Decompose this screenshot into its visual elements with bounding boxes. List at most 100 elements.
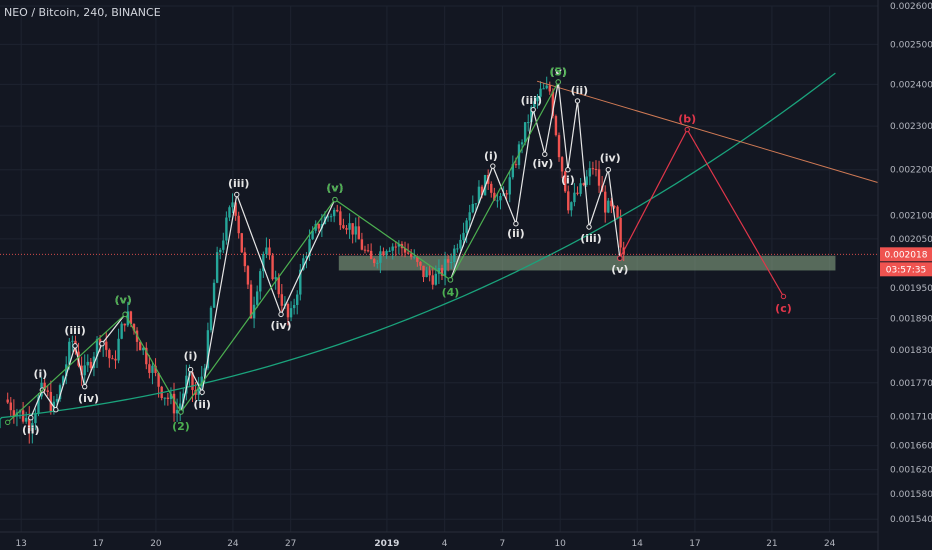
price-tick-label: 0.002300 [890, 122, 932, 132]
wave-label: (b) [678, 112, 696, 125]
price-axis[interactable]: 0.002600 0.002500 0.002400 0.002300 0.002200… [877, 0, 932, 550]
candle [209, 305, 213, 333]
support-zone [338, 255, 836, 271]
wave-label: (4) [442, 286, 460, 299]
overlay-lines [0, 72, 888, 429]
wave-point [122, 311, 128, 318]
wave-point [542, 151, 548, 157]
candle [570, 201, 573, 217]
wave-point [53, 407, 59, 413]
candle [237, 211, 240, 239]
candle [271, 253, 274, 281]
candle [225, 211, 228, 245]
wave-label: (ii) [507, 227, 525, 240]
candle [548, 81, 551, 95]
wave-point [72, 343, 78, 349]
candle [289, 301, 293, 322]
time-tick-label: 2019 [374, 539, 399, 549]
wave-label: (v) [115, 294, 132, 307]
candle [477, 180, 481, 204]
candle [536, 94, 539, 109]
candle [114, 350, 117, 369]
candle [12, 399, 16, 424]
candle [354, 217, 357, 243]
candle [459, 234, 462, 251]
candle [520, 139, 524, 154]
wave-point [178, 409, 184, 415]
candle [142, 346, 145, 356]
wave-label: (ii) [22, 423, 40, 436]
candle [185, 364, 188, 401]
wave-label: (v) [115, 294, 132, 307]
candle [120, 321, 123, 340]
time-tick-label: 10 [554, 539, 566, 549]
price-tick-label: 0.001950 [890, 284, 932, 294]
price-tick-label: 0.002500 [890, 40, 932, 50]
candle [243, 247, 247, 273]
candle [178, 391, 182, 422]
candle [24, 411, 28, 424]
svg-text:03:57:35: 03:57:35 [886, 265, 926, 275]
candle [249, 280, 253, 319]
candle [65, 356, 68, 385]
candle [376, 260, 379, 269]
candle [388, 247, 391, 253]
candle [228, 205, 231, 222]
wave-label: (v) [611, 263, 628, 276]
wave-point [278, 311, 284, 318]
candle [597, 160, 601, 193]
candle [554, 114, 558, 137]
price-tick-label: 0.002050 [890, 235, 932, 245]
price-tick-label: 0.001540 [890, 515, 932, 525]
candle [511, 155, 515, 180]
candle [166, 392, 170, 406]
candle [391, 243, 394, 260]
time-tick-label: 24 [824, 539, 836, 549]
candle [268, 238, 271, 260]
candle [499, 192, 502, 210]
candle [292, 298, 296, 315]
wave-label: (iii) [521, 94, 542, 107]
wave-point [555, 79, 561, 85]
candle [339, 206, 342, 230]
candle [108, 348, 111, 368]
time-tick-label: 27 [285, 539, 296, 549]
wave-point [332, 196, 338, 203]
wave-label: (iv) [78, 392, 99, 405]
wave-point [447, 277, 454, 283]
wave-point [574, 98, 581, 104]
wave-label: (ii) [571, 84, 589, 97]
candle [610, 197, 613, 214]
candle [607, 197, 610, 214]
candle [83, 354, 86, 386]
time-axis[interactable]: 13 17 20 24 27 2019 4 7 10 14 17 21 24 [0, 531, 878, 549]
wave-point [28, 415, 34, 421]
time-tick-label: 17 [689, 539, 700, 549]
candle [357, 216, 361, 240]
candle [425, 266, 428, 278]
candle [373, 257, 376, 267]
bar-countdown-badge: 03:57:35 [880, 262, 932, 277]
wave-point [605, 166, 611, 173]
wave-point [617, 255, 623, 261]
wave-point [490, 163, 496, 169]
candle [58, 383, 62, 402]
candle [265, 237, 268, 259]
wave-label: (iii) [64, 324, 85, 337]
support-curve [0, 72, 836, 429]
candle [6, 392, 9, 404]
candle [567, 185, 570, 214]
candle [219, 247, 222, 260]
candle [351, 223, 354, 244]
wave-labels: (i) (ii) (iii) (iv) (v) (i) (ii) (iii) (iv) (v) (i… [22, 65, 792, 436]
candle [145, 342, 148, 370]
wave-label: (i) [34, 367, 48, 380]
candle [342, 218, 345, 230]
candle [274, 270, 277, 290]
candle [604, 185, 607, 223]
time-tick-label: 17 [92, 539, 103, 549]
wave-point [234, 191, 240, 198]
candle [21, 401, 25, 424]
candle [462, 222, 465, 247]
